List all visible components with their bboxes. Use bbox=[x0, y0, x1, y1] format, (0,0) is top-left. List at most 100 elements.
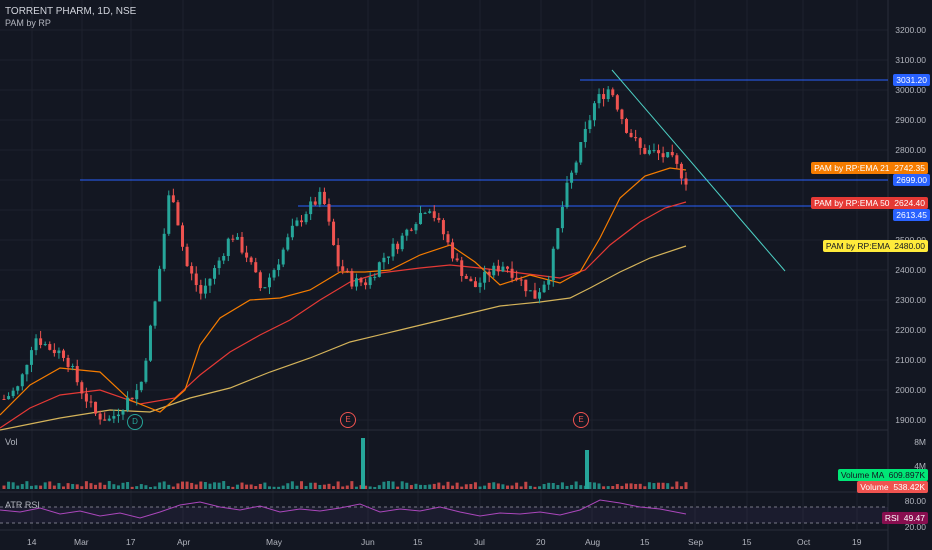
candle-body bbox=[606, 89, 610, 100]
candles[interactable] bbox=[2, 86, 688, 425]
volume-bar bbox=[130, 486, 134, 489]
volume-bar bbox=[432, 483, 436, 489]
volume-bar bbox=[386, 481, 390, 489]
volume-bar bbox=[611, 486, 615, 489]
volume-bar bbox=[336, 481, 340, 489]
volume-bar bbox=[643, 486, 647, 489]
candle-body bbox=[414, 224, 418, 231]
candle-body bbox=[359, 278, 363, 283]
earnings-marker-2[interactable]: E bbox=[573, 412, 589, 428]
volume-bar bbox=[322, 484, 326, 489]
price-axis-label: 2400.00 bbox=[895, 265, 926, 275]
candle-body bbox=[167, 195, 171, 234]
ema50-tag-value: 2624.40 bbox=[894, 198, 925, 208]
candle-body bbox=[107, 418, 111, 421]
level-tag-2613: 2613.45 bbox=[893, 209, 930, 221]
candle-body bbox=[245, 252, 249, 258]
volume-bar bbox=[670, 486, 674, 489]
candle-body bbox=[162, 233, 166, 269]
volume-bar bbox=[208, 483, 212, 489]
time-label: Mar bbox=[74, 537, 89, 547]
candle-body bbox=[675, 155, 679, 164]
volume-ma-tag-label: Volume MA bbox=[840, 470, 884, 480]
volume-bar bbox=[103, 484, 107, 489]
candle-body bbox=[249, 257, 253, 263]
candle-body bbox=[309, 201, 313, 215]
candle-body bbox=[684, 178, 688, 185]
volume-bar bbox=[592, 482, 596, 489]
volume-pane-label[interactable]: Vol bbox=[5, 437, 18, 447]
volume-bar bbox=[167, 484, 171, 489]
volume-bar bbox=[318, 484, 322, 489]
candle-body bbox=[286, 237, 290, 250]
volume-bar bbox=[473, 482, 477, 489]
volume-bar bbox=[354, 486, 358, 489]
time-label: 19 bbox=[852, 537, 862, 547]
ema21-tag-value: 2742.35 bbox=[894, 163, 925, 173]
volume-bar bbox=[126, 482, 130, 489]
rsi-band-fill bbox=[0, 507, 888, 523]
volume-bar bbox=[382, 481, 386, 489]
trend-line[interactable] bbox=[611, 69, 786, 272]
candle-body bbox=[505, 266, 509, 269]
candle-body bbox=[295, 220, 299, 226]
volume-bar bbox=[679, 486, 683, 489]
candle-body bbox=[620, 109, 624, 120]
volume-bar bbox=[258, 483, 262, 489]
indicator-title[interactable]: PAM by RP bbox=[5, 18, 51, 28]
price-axis-label: 2200.00 bbox=[895, 325, 926, 335]
candle-body bbox=[350, 271, 354, 287]
volume-bar bbox=[538, 486, 542, 489]
rsi-line bbox=[0, 499, 687, 519]
volume-bar bbox=[528, 485, 532, 489]
volume-bar bbox=[542, 484, 546, 489]
volume-bar bbox=[350, 481, 354, 489]
candle-body bbox=[643, 147, 647, 154]
volume-bar bbox=[112, 484, 116, 489]
price-axis-label: 2000.00 bbox=[895, 385, 926, 395]
volume-axis-8m: 8M bbox=[914, 437, 926, 447]
volume-bar bbox=[185, 481, 189, 489]
volume-bar bbox=[505, 485, 509, 489]
volume-bar bbox=[409, 485, 413, 489]
candle-body bbox=[89, 401, 93, 403]
candle-body bbox=[277, 264, 281, 271]
volume-bar bbox=[478, 486, 482, 489]
candle-body bbox=[126, 397, 130, 411]
candle-body bbox=[336, 245, 340, 267]
candle-body bbox=[116, 414, 120, 417]
candle-body bbox=[409, 229, 413, 231]
volume-bar bbox=[405, 482, 409, 489]
rsi-pane-label[interactable]: ATR RSI bbox=[5, 500, 40, 510]
symbol-title[interactable]: TORRENT PHARM, 1D, NSE bbox=[5, 6, 137, 17]
candle-body bbox=[611, 89, 615, 96]
volume-bar bbox=[39, 485, 43, 489]
volume-bar bbox=[153, 486, 157, 489]
volume-bar bbox=[666, 483, 670, 489]
ema-long-line bbox=[0, 245, 687, 431]
volume-bar bbox=[249, 484, 253, 489]
volume-bar bbox=[524, 481, 528, 489]
volume-bar bbox=[533, 486, 537, 489]
candle-body bbox=[171, 195, 175, 203]
time-label: Oct bbox=[797, 537, 811, 547]
volume-bar bbox=[57, 483, 61, 489]
volume-bar bbox=[89, 483, 93, 489]
candle-body bbox=[341, 266, 345, 271]
volume-bar bbox=[652, 483, 656, 489]
candle-body bbox=[84, 393, 88, 402]
volume-bar bbox=[20, 484, 24, 489]
time-label: May bbox=[266, 537, 283, 547]
volume-bar bbox=[194, 484, 198, 489]
ema21-tag: PAM by RP:EMA 21 2742.35 bbox=[811, 162, 928, 174]
volume-bar bbox=[446, 481, 450, 489]
volume-tag-value: 538.42K bbox=[893, 482, 925, 492]
volume-bar bbox=[75, 484, 79, 489]
ema50-tag-label: PAM by RP:EMA 50 bbox=[814, 198, 890, 208]
volume-bar bbox=[226, 485, 230, 489]
dividend-marker[interactable]: D bbox=[127, 414, 143, 430]
volume-bar bbox=[602, 486, 606, 489]
earnings-marker-1[interactable]: E bbox=[340, 412, 356, 428]
price-axis-label: 3000.00 bbox=[895, 85, 926, 95]
